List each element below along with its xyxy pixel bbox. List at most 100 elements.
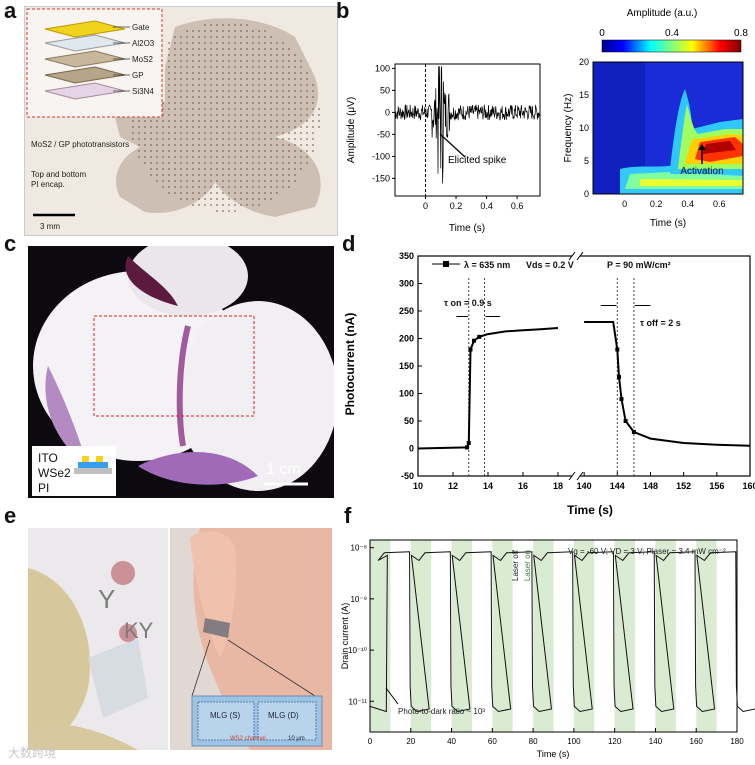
e-scale: 10 μm [288, 736, 305, 742]
panel-e-photo-right: MLG (S) MLG (D) WS2 channel 10 μm [170, 528, 332, 750]
d-xtick-label: 140 [577, 481, 592, 491]
d-decay-marker [615, 347, 620, 352]
e-ws-label: WS2 channel [230, 736, 266, 742]
f-xtick-label: 160 [690, 737, 704, 746]
b-trace-ytick-label: 0 [385, 107, 390, 117]
d-ytick-label: 250 [399, 306, 414, 316]
b-trace-ytick-label: 100 [375, 63, 390, 73]
watermark: 大数跨境 [8, 746, 57, 760]
phototransistor-label: MoS2 / GP phototransistors [31, 140, 129, 149]
colorbar-title: Amplitude (a.u.) [627, 8, 698, 19]
b-spec-ytick-label: 20 [579, 57, 589, 67]
f-ratio-annotation: Photo-to-dark ratio ~ 10³ [398, 707, 485, 716]
d-vds: Vds = 0.2 V [526, 260, 574, 270]
panel-a-photo: Gate Al2O3 MoS2 GP Si3N4 MoS2 / GP photo… [24, 6, 338, 236]
f-xtick-label: 120 [608, 737, 622, 746]
panel-f-chart: 0 20 40 60 80 100 120 140 160 180 10⁻⁸ 10⁻⁹ 10⁻¹⁰ 10⁻… [340, 539, 755, 759]
panel-e-photo-left: Y [28, 528, 168, 750]
e-logo-text: KY [124, 618, 154, 643]
b-spike-arrow [439, 133, 466, 158]
b-spec-ylabel: Frequency (Hz) [563, 94, 574, 163]
d-power: P = 90 mW/cm² [607, 260, 671, 270]
f-xtick-label: 180 [730, 737, 744, 746]
c-layer-ito: ITO [38, 451, 58, 465]
b-spectrogram: Activation 0 5 10 15 20 0 0.2 0.4 0.6 Time (s) F… [563, 57, 744, 229]
layer-label-si3n4: Si3N4 [132, 87, 154, 96]
encap-label-1: Top and bottom [31, 170, 86, 179]
b-trace-ytick-label: -100 [372, 151, 390, 161]
layer-label-al2o3: Al2O3 [132, 39, 155, 48]
f-xlabel: Time (s) [537, 749, 570, 759]
b-spec-xlabel: Time (s) [650, 218, 686, 229]
b-spec-xtick-label: 0.2 [650, 199, 663, 209]
f-xtick-label: 20 [406, 737, 415, 746]
b-trace-xtick-label: 0.2 [450, 201, 463, 211]
b-spec-xtick-label: 0.6 [713, 199, 726, 209]
panel-letter-e: e [4, 503, 17, 528]
f-ytick-label: 10⁻⁹ [350, 595, 367, 604]
d-decay-marker [616, 375, 621, 379]
device-diagram: Gate Al2O3 MoS2 GP Si3N4 MoS2 / GP photo… [26, 8, 321, 231]
d-rise-marker [465, 445, 469, 450]
panel-letter-d: d [342, 231, 356, 256]
encap-label-2: PI encap. [31, 180, 65, 189]
b-trace-xtick-label: 0.6 [511, 201, 524, 211]
b-trace-xtick-label: 0 [423, 201, 428, 211]
c-layer-pi: PI [38, 481, 49, 495]
panel-letter-c: c [4, 231, 17, 256]
f-ytick-label: 10⁻⁸ [351, 544, 368, 553]
d-decay-marker [631, 430, 636, 434]
panel-d-chart: -50 0 50 100 150 200 250 300 350 10 12 14 16 18 140 144… [343, 251, 755, 517]
d-axis-break-mask [572, 252, 580, 480]
b-activation-annotation: Activation [680, 166, 723, 177]
d-ytick-label: 100 [399, 389, 414, 399]
b-trace-xlabel: Time (s) [449, 223, 485, 234]
b-spec-ytick-label: 15 [579, 90, 589, 100]
f-ytick-label: 10⁻¹⁰ [348, 646, 367, 655]
f-laser-off: Laser off [511, 549, 520, 581]
phototransistor-array [115, 18, 321, 217]
d-xtick-label: 12 [448, 481, 458, 491]
f-xtick-label: 60 [488, 737, 497, 746]
d-break-mark [568, 251, 576, 261]
layer-label-mos2: MoS2 [132, 55, 153, 64]
f-xtick-label: 0 [368, 737, 373, 746]
d-tau-off: τ off = 2 s [640, 318, 681, 328]
d-ytick-label: 50 [404, 416, 414, 426]
d-break-mark [576, 251, 584, 261]
d-xtick-label: 148 [643, 481, 658, 491]
f-xtick-label: 80 [529, 737, 538, 746]
d-tau-on: τ on = 0.9 s [444, 298, 492, 308]
d-rise-marker [477, 334, 482, 339]
gate-layer [44, 20, 126, 38]
b-trace-ytick-label: 50 [380, 85, 390, 95]
b-trace-ytick-label: -50 [377, 129, 390, 139]
colorbar-tick-1: 0.4 [665, 28, 679, 39]
d-ytick-label: 300 [399, 279, 414, 289]
panel-letter-f: f [344, 503, 352, 528]
d-decay-marker [619, 397, 624, 401]
d-ytick-label: -50 [401, 471, 414, 481]
f-xtick-label: 140 [649, 737, 663, 746]
d-xtick-label: 14 [483, 481, 493, 491]
b-trace-axes: 100 50 0 -50 -100 -150 0 0.2 0.4 0.6 Time (s) Amp… [346, 63, 541, 234]
d-legend: λ = 635 nm [464, 260, 510, 270]
d-xtick-label: 152 [676, 481, 691, 491]
layer-label-gate: Gate [132, 23, 150, 32]
b-trace-ylabel: Amplitude (μV) [346, 97, 357, 163]
d-ytick-label: 350 [399, 251, 414, 261]
f-xtick-label: 40 [447, 737, 456, 746]
d-rise-marker [468, 347, 473, 352]
layer-label-gp: GP [132, 71, 144, 80]
f-ylabel: Drain current (A) [340, 603, 350, 670]
d-rise-line [417, 327, 559, 450]
b-trace-series [394, 66, 541, 184]
scale-bar-a-label: 3 mm [40, 222, 60, 231]
b-spec-xtick-label: 0.4 [681, 199, 694, 209]
f-xtick-label: 100 [567, 737, 581, 746]
d-xtick-label: 160 [742, 481, 755, 491]
f-laser-on-band [370, 540, 391, 732]
b-spec-ytick-label: 10 [579, 123, 589, 133]
d-xtick-label: 144 [610, 481, 625, 491]
